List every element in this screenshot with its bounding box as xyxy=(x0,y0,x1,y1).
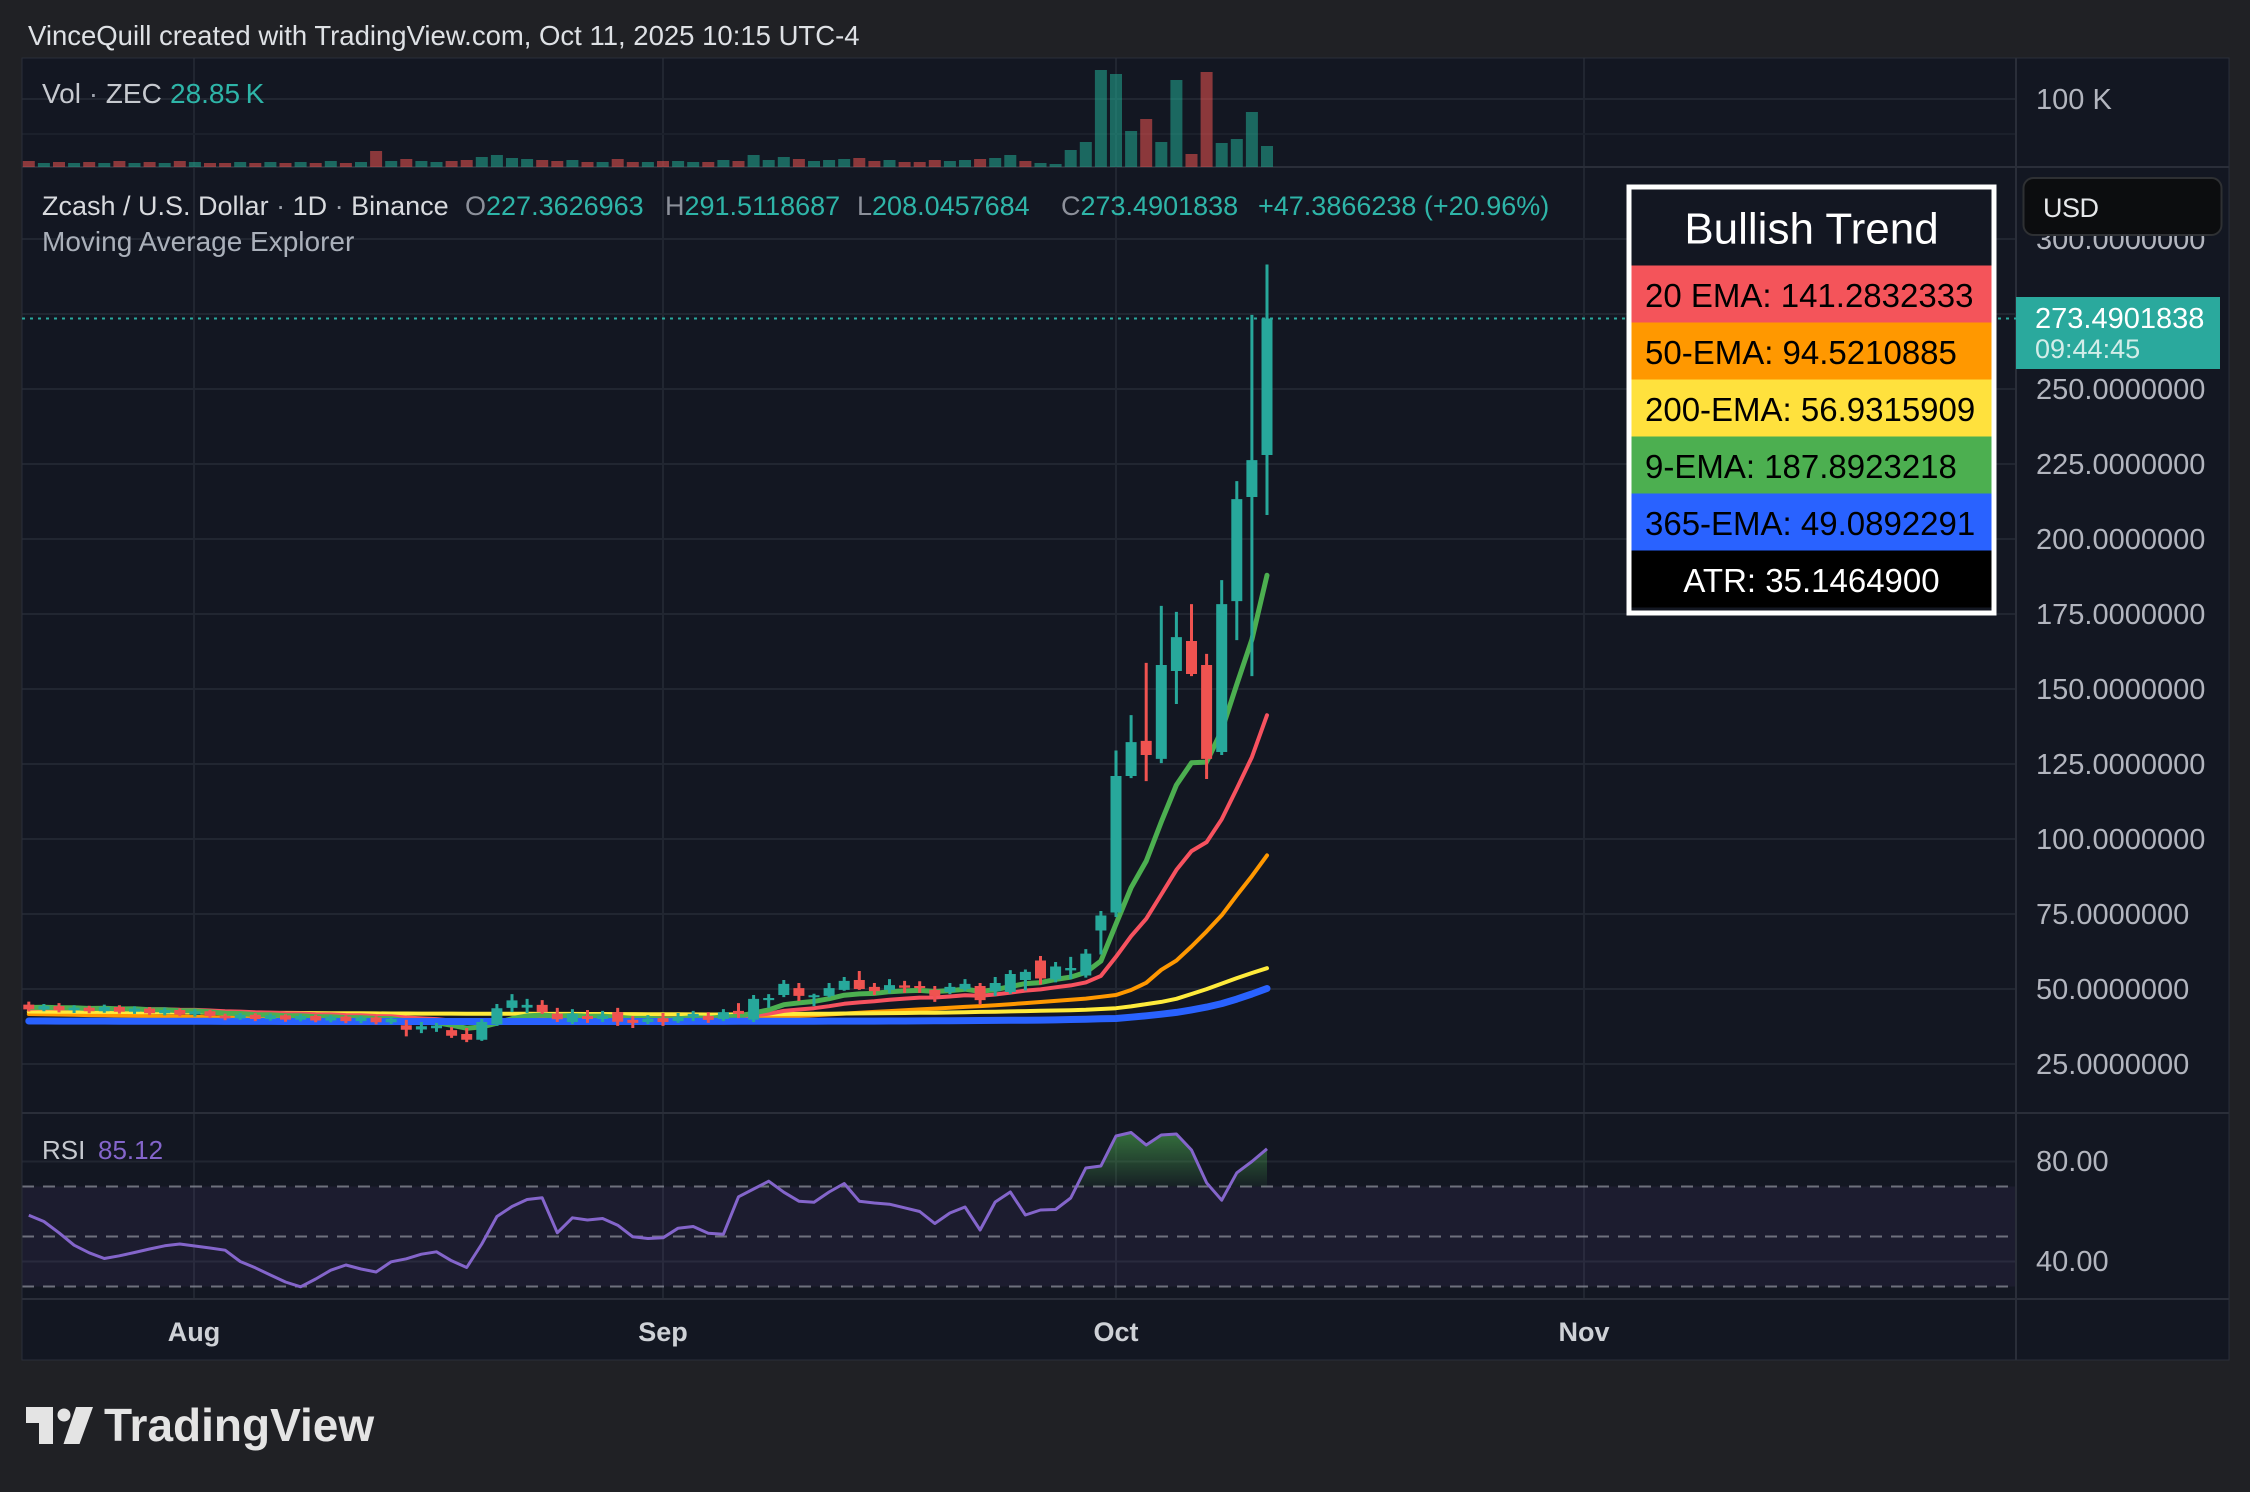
svg-text:125.0000000: 125.0000000 xyxy=(2036,749,2205,781)
svg-text:85.12: 85.12 xyxy=(98,1135,163,1165)
svg-text:Bullish Trend: Bullish Trend xyxy=(1684,205,1938,254)
svg-text:Zcash / U.S. Dollar · 1D · Bin: Zcash / U.S. Dollar · 1D · Binance xyxy=(42,191,449,221)
svg-text:100 K: 100 K xyxy=(2036,84,2112,116)
svg-text:28.85 K: 28.85 K xyxy=(170,78,265,109)
svg-text:80.00: 80.00 xyxy=(2036,1146,2109,1178)
svg-text:TradingView: TradingView xyxy=(104,1399,374,1451)
svg-text:365-EMA: 49.0892291: 365-EMA: 49.0892291 xyxy=(1645,505,1975,542)
svg-text:50.0000000: 50.0000000 xyxy=(2036,974,2189,1006)
svg-text:Oct: Oct xyxy=(1093,1317,1138,1347)
svg-text:250.0000000: 250.0000000 xyxy=(2036,374,2205,406)
svg-text:ATR: 35.1464900: ATR: 35.1464900 xyxy=(1683,562,1939,599)
svg-text:VinceQuill created with Tradin: VinceQuill created with TradingView.com,… xyxy=(28,20,860,51)
svg-text:273.4901838: 273.4901838 xyxy=(2035,303,2204,335)
svg-text:200.0000000: 200.0000000 xyxy=(2036,524,2205,556)
svg-text:Sep: Sep xyxy=(638,1317,688,1347)
svg-text:50-EMA: 94.5210885: 50-EMA: 94.5210885 xyxy=(1645,334,1957,371)
svg-text:25.0000000: 25.0000000 xyxy=(2036,1049,2189,1081)
svg-text:150.0000000: 150.0000000 xyxy=(2036,674,2205,706)
svg-text:20 EMA: 141.2832333: 20 EMA: 141.2832333 xyxy=(1645,277,1973,314)
svg-text:Aug: Aug xyxy=(168,1317,220,1347)
svg-text:9-EMA: 187.8923218: 9-EMA: 187.8923218 xyxy=(1645,448,1957,485)
svg-text:75.0000000: 75.0000000 xyxy=(2036,899,2189,931)
svg-text:175.0000000: 175.0000000 xyxy=(2036,599,2205,631)
svg-text:40.00: 40.00 xyxy=(2036,1246,2109,1278)
svg-text:Vol · ZEC: Vol · ZEC xyxy=(42,78,162,109)
svg-text:225.0000000: 225.0000000 xyxy=(2036,449,2205,481)
svg-text:09:44:45: 09:44:45 xyxy=(2035,334,2140,364)
svg-text:Nov: Nov xyxy=(1558,1317,1609,1347)
svg-text:RSI: RSI xyxy=(42,1135,85,1165)
svg-text:USD: USD xyxy=(2043,193,2099,223)
svg-text:Moving Average Explorer: Moving Average Explorer xyxy=(42,226,354,257)
svg-text:200-EMA: 56.9315909: 200-EMA: 56.9315909 xyxy=(1645,391,1975,428)
svg-text:100.0000000: 100.0000000 xyxy=(2036,824,2205,856)
